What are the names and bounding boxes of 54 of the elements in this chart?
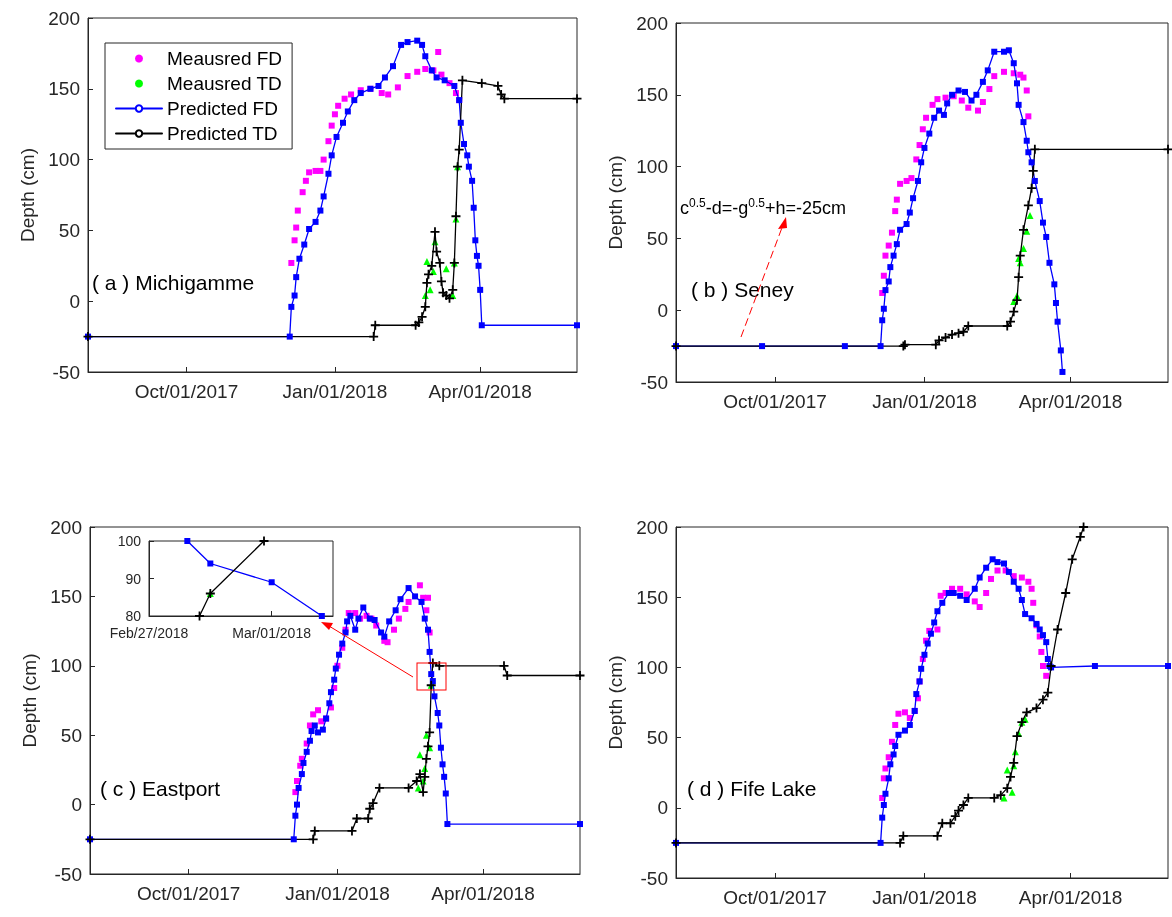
y-tick-label: 150: [636, 84, 668, 106]
annotation: c$^{0.5}$-d=-g$^{0.5}$+h=-25cm: [680, 196, 846, 219]
x-tick-label: Feb/27/2018: [109, 625, 189, 641]
text: ( d ) Fife Lake: [687, 777, 817, 800]
y-tick-label: -50: [52, 361, 80, 383]
x-tick-label: Apr/01/2018: [1018, 391, 1123, 412]
text: ( b ) Seney: [691, 278, 795, 301]
x-tick-label: Apr/01/2018: [431, 883, 535, 904]
y-axis-title: Depth (cm): [17, 148, 39, 242]
y-axis-title: Depth (cm): [605, 155, 627, 250]
legend-label: Meausred TD: [167, 73, 282, 94]
y-tick-label: 150: [636, 586, 668, 608]
y-tick-label: -50: [54, 863, 82, 885]
x-tick-label: Apr/01/2018: [428, 381, 532, 402]
y-tick-label: 0: [71, 794, 82, 816]
y-tick-label: 50: [60, 724, 82, 746]
y-tick-label: 50: [58, 219, 80, 241]
x-tick-label: Jan/01/2018: [872, 887, 977, 908]
y-tick-label: 150: [48, 78, 80, 100]
y-tick-label: 150: [50, 585, 82, 607]
text: ( c ) Eastport: [100, 777, 221, 800]
y-tick-label: 200: [636, 12, 668, 34]
y-tick-label: 200: [48, 7, 80, 29]
y-tick-label: 100: [48, 149, 80, 171]
y-tick-label: 100: [636, 656, 668, 678]
legend-label: Meausred FD: [167, 48, 283, 69]
x-tick-label: Jan/01/2018: [282, 381, 388, 402]
x-tick-label: Jan/01/2018: [872, 391, 977, 412]
x-tick-label: Mar/01/2018: [232, 625, 312, 641]
y-tick-label: 200: [636, 516, 668, 538]
legend-label: Predicted FD: [167, 98, 278, 119]
y-tick-label: 0: [69, 290, 80, 312]
y-tick-label: 50: [646, 227, 668, 249]
x-tick-label: Oct/01/2017: [723, 391, 827, 412]
x-tick-label: Oct/01/2017: [134, 381, 239, 402]
y-tick-label: 100: [636, 156, 668, 178]
y-axis-title: Depth (cm): [19, 653, 41, 748]
y-tick-label: 90: [125, 570, 142, 587]
x-tick-label: Apr/01/2018: [1018, 887, 1123, 908]
x-tick-label: Jan/01/2018: [285, 883, 390, 904]
y-axis-title: Depth (cm): [605, 655, 627, 750]
y-tick-label: -50: [640, 371, 668, 393]
x-tick-label: Oct/01/2017: [136, 883, 241, 904]
y-tick-label: 0: [657, 797, 668, 819]
y-tick-label: 80: [125, 608, 142, 624]
y-tick-label: 100: [117, 533, 142, 549]
y-tick-label: 50: [646, 727, 668, 749]
legend-label: Predicted TD: [167, 123, 278, 144]
text: ( a ) Michigamme: [92, 271, 255, 294]
y-tick-label: 100: [50, 655, 82, 677]
y-tick-label: 0: [657, 299, 668, 321]
y-tick-label: 200: [50, 516, 82, 538]
y-tick-label: -50: [640, 867, 668, 889]
x-tick-label: Oct/01/2017: [723, 887, 827, 908]
